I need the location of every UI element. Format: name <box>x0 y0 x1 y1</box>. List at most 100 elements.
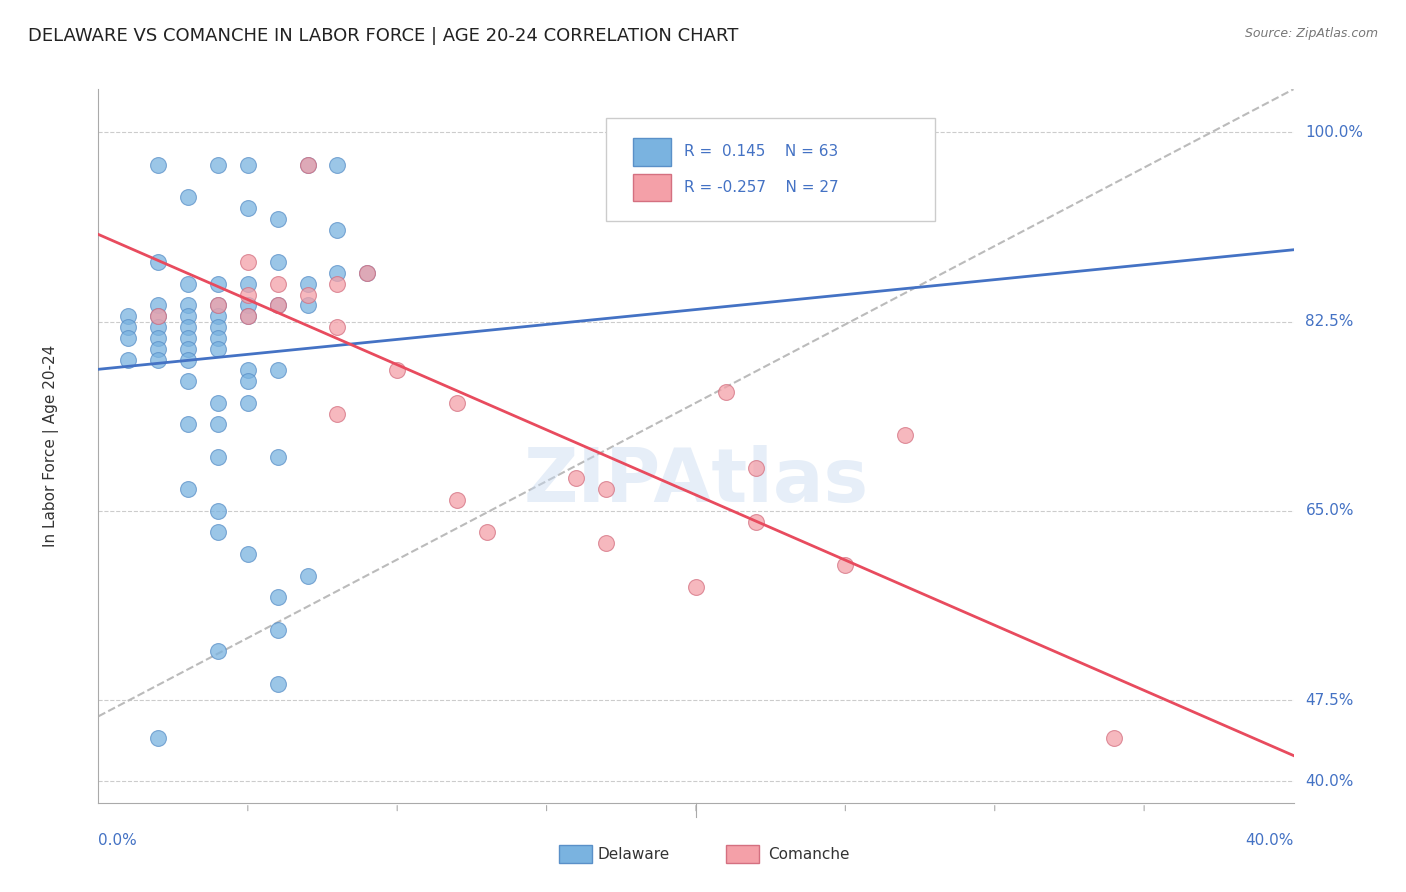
Point <box>745 460 768 475</box>
Point <box>177 277 200 291</box>
Text: Source: ZipAtlas.com: Source: ZipAtlas.com <box>1244 27 1378 40</box>
Point <box>745 515 768 529</box>
Point <box>207 310 229 324</box>
Text: ZIPAtlas: ZIPAtlas <box>523 445 869 518</box>
Point <box>236 255 259 269</box>
Point <box>177 298 200 312</box>
Text: DELAWARE VS COMANCHE IN LABOR FORCE | AGE 20-24 CORRELATION CHART: DELAWARE VS COMANCHE IN LABOR FORCE | AG… <box>28 27 738 45</box>
Point <box>207 525 229 540</box>
Point <box>565 471 588 485</box>
Point <box>177 190 200 204</box>
Point <box>148 331 170 345</box>
Point <box>446 396 468 410</box>
Text: 65.0%: 65.0% <box>1306 503 1354 518</box>
FancyBboxPatch shape <box>606 118 935 221</box>
Point <box>595 536 617 550</box>
Point <box>267 591 290 605</box>
Point <box>236 310 259 324</box>
Point <box>236 396 259 410</box>
Point <box>207 298 229 312</box>
Point <box>326 158 349 172</box>
Point <box>685 580 707 594</box>
Point <box>267 677 290 691</box>
Text: R =  0.145    N = 63: R = 0.145 N = 63 <box>685 145 838 160</box>
Point <box>117 331 139 345</box>
Point <box>267 450 290 464</box>
Point <box>297 158 319 172</box>
Text: 100.0%: 100.0% <box>1306 125 1364 140</box>
Point <box>267 363 290 377</box>
Point <box>326 320 349 334</box>
Point <box>207 417 229 432</box>
Point <box>148 320 170 334</box>
Bar <box>633 174 671 202</box>
Point <box>595 482 617 496</box>
Point <box>475 525 498 540</box>
Point <box>207 644 229 658</box>
Point <box>207 450 229 464</box>
Point <box>326 277 349 291</box>
Text: 40.0%: 40.0% <box>1246 833 1294 848</box>
Point <box>177 482 200 496</box>
Point <box>326 223 349 237</box>
Point <box>236 277 259 291</box>
Point <box>117 310 139 324</box>
Point <box>267 298 290 312</box>
Point <box>117 352 139 367</box>
Point <box>207 277 229 291</box>
Point <box>236 547 259 561</box>
Point <box>894 428 917 442</box>
Text: R = -0.257    N = 27: R = -0.257 N = 27 <box>685 180 838 195</box>
Bar <box>633 138 671 166</box>
Point <box>385 363 409 377</box>
Text: 0.0%: 0.0% <box>98 833 138 848</box>
Point <box>297 287 319 301</box>
Point <box>177 352 200 367</box>
Point <box>207 331 229 345</box>
Point <box>177 331 200 345</box>
Point <box>177 417 200 432</box>
Point <box>148 158 170 172</box>
Text: Delaware: Delaware <box>598 847 671 862</box>
Point <box>148 310 170 324</box>
Point <box>148 352 170 367</box>
Point <box>117 320 139 334</box>
Point <box>236 310 259 324</box>
Point <box>267 211 290 226</box>
Point <box>1104 731 1126 745</box>
Point <box>267 623 290 637</box>
Point <box>207 396 229 410</box>
Bar <box>725 845 759 863</box>
Point <box>714 384 737 399</box>
Point <box>148 731 170 745</box>
Point <box>177 342 200 356</box>
Point <box>297 298 319 312</box>
Point <box>236 158 259 172</box>
Point <box>148 255 170 269</box>
Point <box>177 310 200 324</box>
Point <box>297 158 319 172</box>
Point <box>148 310 170 324</box>
Point <box>177 374 200 388</box>
Point <box>326 266 349 280</box>
Point <box>207 320 229 334</box>
Point <box>207 504 229 518</box>
Point <box>267 277 290 291</box>
Point <box>326 407 349 421</box>
Point <box>177 320 200 334</box>
Point <box>236 287 259 301</box>
Point <box>267 255 290 269</box>
Point <box>446 493 468 508</box>
Point <box>834 558 856 572</box>
Point <box>148 342 170 356</box>
Point <box>236 298 259 312</box>
Point <box>297 277 319 291</box>
Point <box>267 298 290 312</box>
Point <box>356 266 378 280</box>
Bar <box>558 845 592 863</box>
Text: 82.5%: 82.5% <box>1306 314 1354 329</box>
Text: In Labor Force | Age 20-24: In Labor Force | Age 20-24 <box>42 345 59 547</box>
Point <box>236 374 259 388</box>
Point <box>236 363 259 377</box>
Text: 47.5%: 47.5% <box>1306 692 1354 707</box>
